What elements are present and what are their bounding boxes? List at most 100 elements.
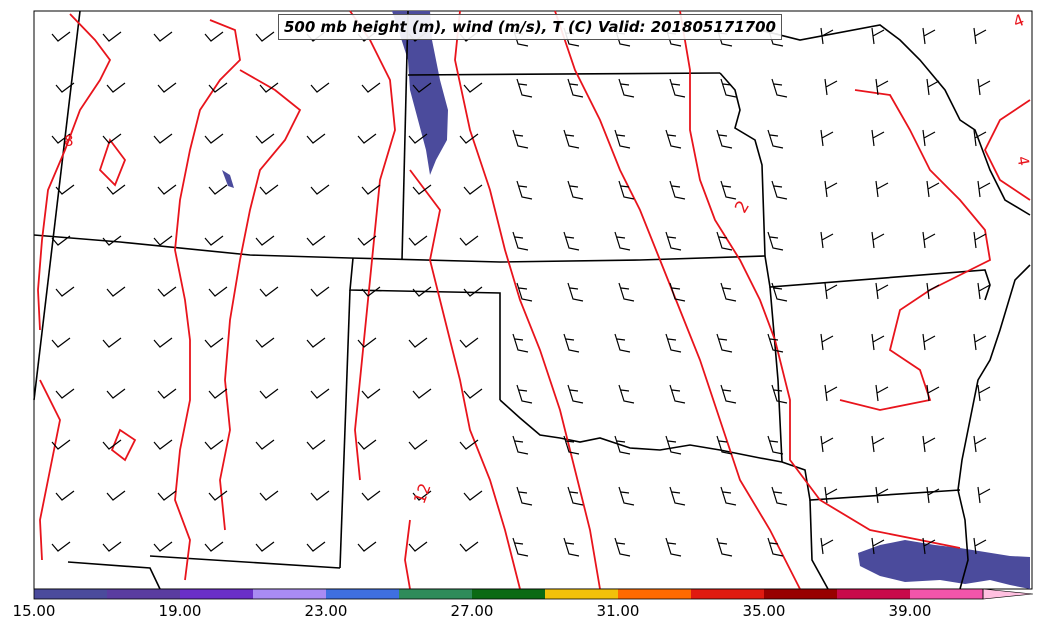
wind-barb <box>824 282 838 300</box>
wind-barb <box>102 133 122 144</box>
contour-14 <box>110 428 137 462</box>
colorbar-tick-label: 19.00 <box>158 602 202 620</box>
border-north-horizontal <box>33 234 766 263</box>
contour-12 <box>404 519 411 590</box>
wind-barb <box>106 286 126 297</box>
wind-barb <box>102 439 122 450</box>
wind-barb <box>463 286 483 297</box>
plot-frame <box>33 10 1033 590</box>
wind-barb <box>357 235 377 246</box>
contour-4 <box>349 10 396 481</box>
wind-barb <box>259 286 279 297</box>
wind-barb <box>361 82 381 93</box>
wind-barb <box>516 180 533 200</box>
wind-barb <box>512 435 529 455</box>
wind-barb <box>157 388 177 399</box>
wind-barb <box>767 333 784 353</box>
wind-barb <box>563 129 580 149</box>
wind-barb <box>720 78 737 98</box>
fill-area-southeast <box>858 540 1030 589</box>
wind-barb <box>255 235 275 246</box>
border-west-1 <box>33 10 81 401</box>
wind-barb <box>310 388 330 399</box>
wind-barb <box>973 129 987 147</box>
wind-barb <box>55 286 75 297</box>
wind-barb <box>977 486 991 504</box>
contour-8 <box>679 10 961 549</box>
map-title: 500 mb height (m), wind (m/s), T (C) Val… <box>278 14 782 40</box>
colorbar-extend-arrow <box>982 588 1034 600</box>
wind-barb <box>618 78 635 98</box>
border-vertical-2 <box>339 289 351 569</box>
wind-barb <box>512 231 529 251</box>
wind-barb <box>204 541 224 552</box>
wind-barb <box>255 337 275 348</box>
wind-barb <box>922 27 936 45</box>
wind-barb <box>720 384 737 404</box>
wind-barb <box>771 282 788 302</box>
wind-barb <box>516 282 533 302</box>
wind-barb <box>106 82 126 93</box>
wind-barb <box>55 82 75 93</box>
wind-barb <box>871 231 885 249</box>
wind-barb <box>926 486 940 504</box>
wind-barb <box>922 129 936 147</box>
colorbar-segment <box>691 589 764 599</box>
wind-barb <box>412 286 432 297</box>
colorbar-segment <box>910 589 983 599</box>
wind-barb <box>767 129 784 149</box>
wind-barb <box>716 333 733 353</box>
wind-barb <box>720 486 737 506</box>
wind-barb <box>567 78 584 98</box>
border-red-river <box>499 399 783 463</box>
wind-barb <box>618 486 635 506</box>
wind-barb <box>55 490 75 501</box>
colorbar-tick-label: 23.00 <box>304 602 348 620</box>
wind-barb <box>357 133 377 144</box>
wind-barb <box>669 282 686 302</box>
wind-barb <box>767 231 784 251</box>
wind-barb <box>255 439 275 450</box>
colorbar-segment <box>326 589 399 599</box>
wind-barb <box>973 435 987 453</box>
wind-barb <box>157 82 177 93</box>
fill-area-small <box>222 170 234 188</box>
contour-3 <box>219 69 302 531</box>
wind-barb <box>618 282 635 302</box>
contour-13 <box>98 138 127 187</box>
wind-barb <box>153 235 173 246</box>
wind-barb <box>926 78 940 96</box>
wind-barb <box>102 337 122 348</box>
wind-barb <box>208 286 228 297</box>
wind-barb <box>922 231 936 249</box>
wind-barb <box>463 184 483 195</box>
wind-barb <box>824 78 838 96</box>
wind-barb <box>665 231 682 251</box>
wind-barb <box>716 537 733 557</box>
wind-barb <box>259 82 279 93</box>
wind-barb <box>516 486 533 506</box>
wind-barb <box>716 231 733 251</box>
border-river-ne <box>719 72 766 257</box>
wind-barb <box>361 490 381 501</box>
wind-barb <box>875 180 889 198</box>
wind-barb <box>157 490 177 501</box>
colorbar-segment <box>107 589 180 599</box>
wind-barb <box>106 490 126 501</box>
wind-barb <box>204 31 224 42</box>
wind-barb <box>357 439 377 450</box>
wind-barb <box>255 133 275 144</box>
wind-barb <box>153 439 173 450</box>
wind-barb <box>618 180 635 200</box>
wind-barb <box>459 133 479 144</box>
wind-barb <box>157 286 177 297</box>
colorbar-segment <box>253 589 326 599</box>
wind-barb <box>973 537 987 555</box>
colorbar-segment <box>180 589 253 599</box>
wind-barb <box>55 388 75 399</box>
wind-barb <box>102 31 122 42</box>
wind-barb <box>310 286 330 297</box>
wind-barb <box>408 133 428 144</box>
wind-barb <box>306 541 326 552</box>
wind-barb <box>306 337 326 348</box>
